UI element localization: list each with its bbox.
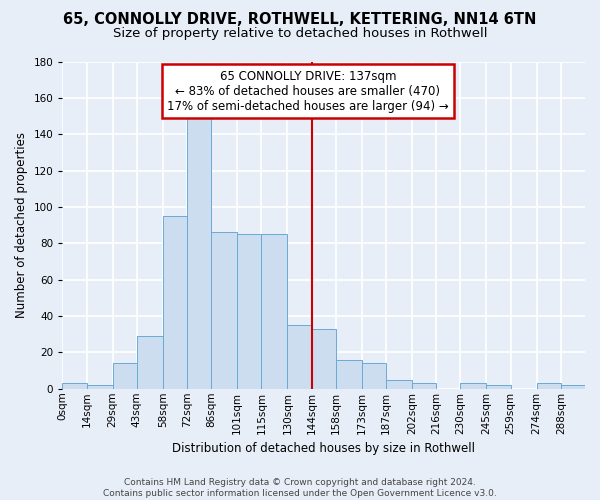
Text: 65 CONNOLLY DRIVE: 137sqm
← 83% of detached houses are smaller (470)
17% of semi: 65 CONNOLLY DRIVE: 137sqm ← 83% of detac… <box>167 70 449 112</box>
Text: Size of property relative to detached houses in Rothwell: Size of property relative to detached ho… <box>113 28 487 40</box>
Bar <box>262 234 287 389</box>
Bar <box>412 384 436 389</box>
Bar <box>386 380 412 389</box>
Bar <box>187 118 211 389</box>
Bar <box>113 364 137 389</box>
Bar <box>311 329 336 389</box>
Text: 65, CONNOLLY DRIVE, ROTHWELL, KETTERING, NN14 6TN: 65, CONNOLLY DRIVE, ROTHWELL, KETTERING,… <box>64 12 536 28</box>
Y-axis label: Number of detached properties: Number of detached properties <box>15 132 28 318</box>
Bar <box>336 360 362 389</box>
Bar <box>460 384 487 389</box>
Bar <box>536 384 561 389</box>
Bar <box>211 232 237 389</box>
Bar <box>137 336 163 389</box>
Bar <box>561 385 585 389</box>
X-axis label: Distribution of detached houses by size in Rothwell: Distribution of detached houses by size … <box>172 442 475 455</box>
Text: Contains HM Land Registry data © Crown copyright and database right 2024.
Contai: Contains HM Land Registry data © Crown c… <box>103 478 497 498</box>
Bar <box>62 384 86 389</box>
Bar <box>487 385 511 389</box>
Bar <box>287 325 311 389</box>
Bar <box>237 234 262 389</box>
Bar <box>163 216 187 389</box>
Bar <box>86 385 113 389</box>
Bar <box>362 364 386 389</box>
